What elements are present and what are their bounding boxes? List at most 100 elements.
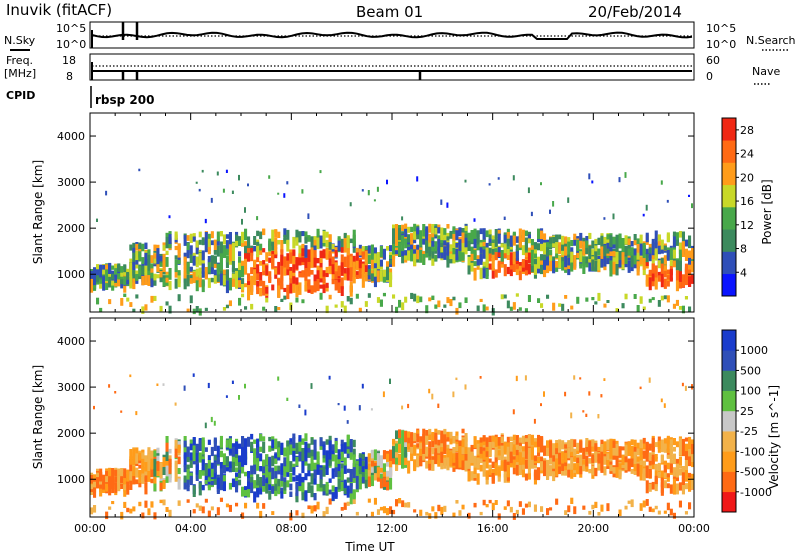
data-cell xyxy=(150,450,154,456)
data-cell xyxy=(382,450,386,460)
data-cell xyxy=(213,256,217,264)
data-cell xyxy=(691,274,695,284)
data-cell xyxy=(156,451,160,463)
data-cell xyxy=(431,447,435,455)
data-cell xyxy=(464,234,468,241)
data-cell xyxy=(241,454,245,467)
data-cell xyxy=(561,236,565,248)
data-cell xyxy=(648,269,652,276)
data-cell xyxy=(298,282,302,295)
data-cell xyxy=(597,453,601,462)
data-cell xyxy=(277,261,281,275)
data-cell xyxy=(228,461,232,472)
data-cell xyxy=(156,451,160,456)
data-cell xyxy=(328,265,332,275)
data-cell xyxy=(204,267,208,280)
data-cell xyxy=(298,253,302,258)
data-cell xyxy=(606,234,610,240)
data-cell xyxy=(259,243,263,252)
velocity-colorbar-tick-label-4: -25 xyxy=(740,425,758,438)
data-cell xyxy=(210,231,214,239)
data-cell xyxy=(289,270,293,279)
data-cell xyxy=(564,236,568,246)
data-cell xyxy=(310,485,314,498)
data-cell xyxy=(328,478,332,483)
data-cell xyxy=(573,448,577,457)
data-cell xyxy=(304,409,307,416)
data-cell xyxy=(165,257,169,267)
data-cell xyxy=(512,175,515,181)
data-cell xyxy=(153,450,157,457)
data-cell xyxy=(102,276,106,284)
data-cell xyxy=(364,301,368,307)
data-cell xyxy=(552,452,556,464)
data-cell xyxy=(222,307,226,311)
data-cell xyxy=(461,232,465,243)
data-cell xyxy=(253,466,257,473)
data-cell xyxy=(627,256,631,261)
data-cell xyxy=(660,271,664,283)
data-cell xyxy=(225,248,229,256)
data-cell xyxy=(422,236,426,245)
data-cell xyxy=(144,482,148,495)
data-cell xyxy=(325,286,329,292)
data-cell xyxy=(123,281,127,293)
data-cell xyxy=(271,486,275,494)
data-cell xyxy=(609,464,613,472)
data-cell xyxy=(630,499,634,508)
data-cell xyxy=(174,460,178,470)
data-cell xyxy=(416,443,420,448)
data-cell xyxy=(636,264,640,276)
data-cell xyxy=(588,262,592,272)
data-cell xyxy=(219,464,223,477)
data-cell xyxy=(672,482,676,495)
data-cell xyxy=(352,454,356,468)
data-cell xyxy=(642,443,646,450)
data-cell xyxy=(503,506,507,510)
data-cell xyxy=(310,247,314,258)
data-cell xyxy=(524,375,527,381)
data-cell xyxy=(624,245,628,256)
data-cell xyxy=(570,467,574,479)
data-cell xyxy=(271,246,275,255)
data-cell xyxy=(222,234,226,240)
data-cell xyxy=(114,274,118,282)
data-cell xyxy=(413,245,417,250)
data-cell xyxy=(431,224,435,234)
data-cell xyxy=(138,251,142,262)
data-cell xyxy=(410,254,414,262)
data-cell xyxy=(527,501,531,508)
data-cell xyxy=(280,277,284,289)
data-cell xyxy=(337,471,341,483)
data-cell xyxy=(244,502,248,509)
data-cell xyxy=(280,442,284,455)
data-cell xyxy=(452,447,456,454)
data-cell xyxy=(440,451,444,463)
data-cell xyxy=(515,435,519,445)
data-cell xyxy=(533,504,537,512)
data-cell xyxy=(392,457,396,465)
data-cell xyxy=(138,470,142,478)
data-cell xyxy=(452,254,456,264)
data-cell xyxy=(256,438,260,448)
data-cell xyxy=(678,456,682,466)
data-cell xyxy=(395,460,399,471)
data-cell xyxy=(337,282,341,293)
data-cell xyxy=(150,275,154,288)
data-cell xyxy=(651,437,655,448)
data-cell xyxy=(467,265,471,275)
data-cell xyxy=(99,486,103,497)
data-cell xyxy=(207,477,211,482)
data-cell xyxy=(491,436,495,448)
data-cell xyxy=(343,232,347,239)
data-cell xyxy=(588,510,592,515)
data-cell xyxy=(198,268,202,273)
data-cell xyxy=(464,226,468,239)
data-cell xyxy=(521,245,525,256)
data-cell xyxy=(597,255,601,261)
data-cell xyxy=(479,437,483,443)
data-cell xyxy=(198,188,201,192)
data-cell xyxy=(207,459,211,471)
data-cell xyxy=(681,466,685,479)
data-cell xyxy=(684,468,688,479)
